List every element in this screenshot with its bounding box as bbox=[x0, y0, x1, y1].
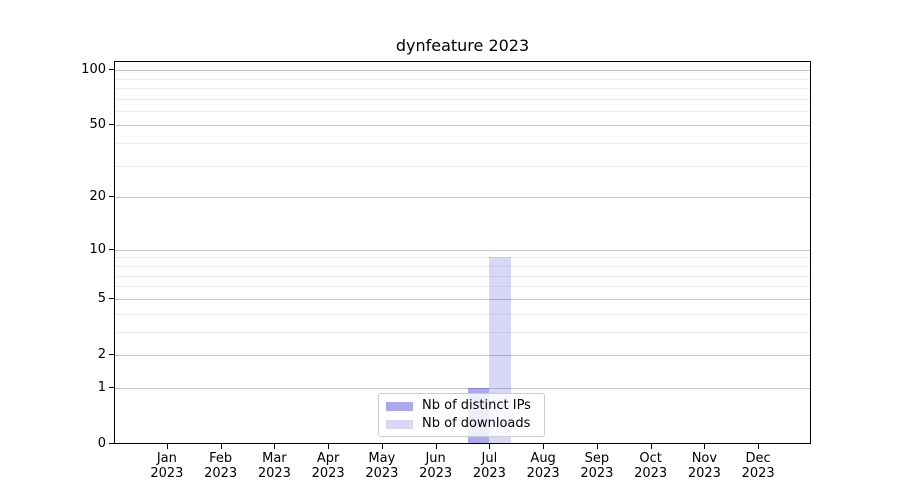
y-tick-mark bbox=[109, 353, 114, 355]
gridline-minor bbox=[115, 87, 810, 89]
gridline-major bbox=[115, 197, 810, 199]
x-tick-mark bbox=[543, 444, 545, 449]
x-tick-label: May 2023 bbox=[365, 451, 399, 481]
gridline-minor bbox=[115, 265, 810, 267]
gridline-major bbox=[115, 354, 810, 356]
y-tick-mark bbox=[109, 196, 114, 198]
y-tick-mark bbox=[109, 69, 114, 71]
x-tick-label: Oct 2023 bbox=[634, 451, 668, 481]
x-tick-mark bbox=[274, 444, 276, 449]
x-tick-mark bbox=[596, 444, 598, 449]
legend-label: Nb of distinct IPs bbox=[422, 398, 531, 413]
x-tick-label: Apr 2023 bbox=[311, 451, 345, 481]
x-tick-mark bbox=[435, 444, 437, 449]
y-tick-mark bbox=[109, 248, 114, 250]
gridline-minor bbox=[115, 257, 810, 259]
y-tick-label: 2 bbox=[97, 346, 106, 362]
x-tick-label: Aug 2023 bbox=[526, 451, 560, 481]
x-tick-mark bbox=[328, 444, 330, 449]
x-tick-mark bbox=[758, 444, 760, 449]
gridline-major bbox=[115, 298, 810, 300]
legend-row: Nb of downloads bbox=[386, 416, 536, 432]
y-tick-label: 20 bbox=[89, 189, 106, 205]
y-tick-mark bbox=[109, 124, 114, 126]
x-tick-label: Sep 2023 bbox=[580, 451, 614, 481]
x-tick-label: Jul 2023 bbox=[472, 451, 506, 481]
y-tick-mark bbox=[109, 443, 114, 444]
legend-box: Nb of distinct IPs Nb of downloads bbox=[378, 393, 545, 437]
legend-label: Nb of downloads bbox=[422, 416, 531, 431]
y-tick-label: 5 bbox=[97, 290, 106, 306]
y-tick-mark bbox=[109, 386, 114, 388]
x-tick-mark bbox=[166, 444, 168, 449]
gridline-major bbox=[115, 387, 810, 389]
x-tick-mark bbox=[489, 444, 491, 449]
x-tick-mark bbox=[704, 444, 706, 449]
legend-swatch bbox=[386, 401, 413, 411]
gridline-major bbox=[115, 249, 810, 251]
gridline-minor bbox=[115, 165, 810, 167]
legend-swatch bbox=[386, 419, 413, 429]
y-tick-label: 50 bbox=[89, 117, 106, 133]
y-tick-label: 100 bbox=[81, 62, 106, 78]
gridline-minor bbox=[115, 78, 810, 80]
x-tick-mark bbox=[650, 444, 652, 449]
y-tick-mark bbox=[109, 297, 114, 299]
x-tick-label: Jan 2023 bbox=[150, 451, 184, 481]
x-tick-label: Dec 2023 bbox=[741, 451, 775, 481]
gridline-major bbox=[115, 70, 810, 72]
gridline-major bbox=[115, 125, 810, 127]
x-tick-label: Jun 2023 bbox=[419, 451, 453, 481]
x-tick-label: Nov 2023 bbox=[687, 451, 721, 481]
gridline-minor bbox=[115, 110, 810, 112]
legend-row: Nb of distinct IPs bbox=[386, 398, 536, 414]
y-tick-label: 10 bbox=[89, 241, 106, 257]
gridline-minor bbox=[115, 331, 810, 333]
x-tick-mark bbox=[220, 444, 222, 449]
chart-title: dynfeature 2023 bbox=[395, 36, 530, 55]
gridline-minor bbox=[115, 286, 810, 288]
y-tick-label: 1 bbox=[97, 379, 106, 395]
x-tick-label: Feb 2023 bbox=[204, 451, 238, 481]
x-tick-label: Mar 2023 bbox=[257, 451, 291, 481]
plot-area bbox=[114, 61, 811, 444]
gridline-minor bbox=[115, 313, 810, 315]
gridline-minor bbox=[115, 143, 810, 145]
x-tick-mark bbox=[381, 444, 383, 449]
y-tick-label: 0 bbox=[97, 436, 106, 451]
gridline-minor bbox=[115, 98, 810, 100]
gridline-minor bbox=[115, 275, 810, 277]
